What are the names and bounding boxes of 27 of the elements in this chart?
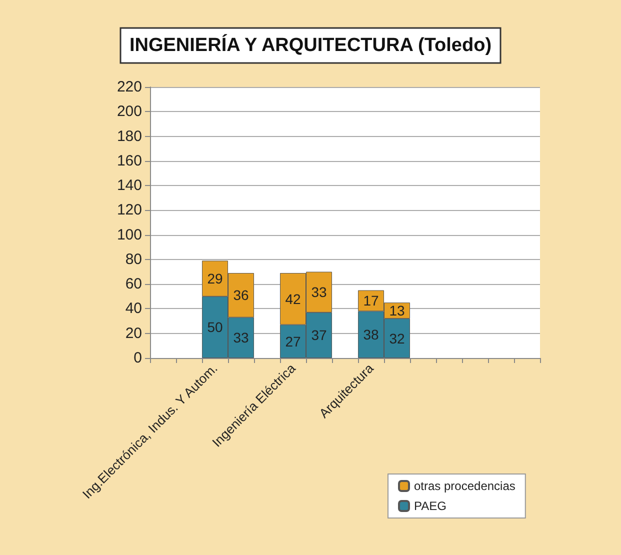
data-label: 27 xyxy=(285,333,301,350)
y-tick-label: 220 xyxy=(116,78,142,96)
data-label: 29 xyxy=(207,270,223,287)
data-label: 33 xyxy=(233,330,249,346)
y-tick-label: 200 xyxy=(116,103,142,120)
legend-label: PAEG xyxy=(414,499,446,513)
data-label: 50 xyxy=(207,319,223,336)
legend-label: otras procedencias xyxy=(414,479,516,493)
data-label: 38 xyxy=(363,326,379,343)
y-tick-label: 140 xyxy=(116,177,142,194)
y-tick-label: 180 xyxy=(116,128,142,145)
y-tick-label: 20 xyxy=(125,324,142,342)
chart-title: INGENIERÍA Y ARQUITECTURA (Toledo) xyxy=(129,34,492,56)
data-label: 17 xyxy=(363,292,379,309)
y-tick-label: 0 xyxy=(134,350,142,366)
data-label: 33 xyxy=(311,284,327,300)
data-label: 36 xyxy=(233,287,249,304)
data-label: 13 xyxy=(389,302,405,319)
data-label: 32 xyxy=(389,330,405,346)
y-tick-label: 40 xyxy=(125,300,142,318)
y-tick-label: 60 xyxy=(125,276,142,293)
y-tick-label: 160 xyxy=(116,152,142,170)
y-tick-label: 100 xyxy=(116,226,142,244)
y-tick-label: 120 xyxy=(116,202,142,219)
data-label: 42 xyxy=(285,290,301,307)
y-tick-label: 80 xyxy=(125,250,142,268)
data-label: 37 xyxy=(311,327,327,344)
